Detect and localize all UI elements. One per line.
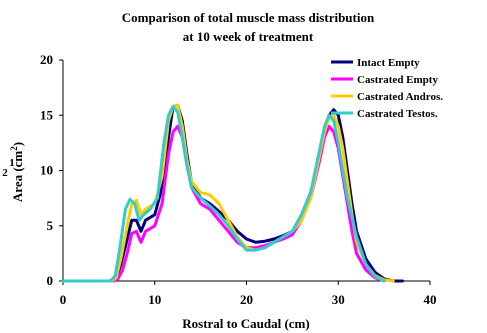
x-tick-label: 30 (332, 292, 345, 307)
y-axis-label: Area (cm2) (9, 142, 25, 202)
y-axis-label-superscript: 2 (9, 146, 19, 151)
x-ticks: 0 10 20 30 40 (60, 281, 437, 307)
series-line-1 (61, 103, 404, 283)
chart-title-line1: Comparison of total muscle mass distribu… (122, 10, 375, 25)
y-tick-label: 0 (47, 273, 54, 288)
chart-subtitle: at 10 week of treatment (183, 29, 314, 44)
x-axis-label: Rostral to Caudal (cm) (182, 316, 309, 331)
svg-text:Area (cm2): Area (cm2) (9, 142, 25, 202)
y-tick-label: 10 (40, 163, 53, 178)
x-tick-label: 10 (148, 292, 161, 307)
legend-label: Castrated Andros. (357, 91, 443, 103)
stray-char-1: 1 (9, 157, 15, 169)
y-axis-label-text: Area (cm (10, 151, 25, 203)
series-line-3 (61, 103, 395, 283)
y-tick-label: 5 (47, 218, 54, 233)
series-line-4 (61, 104, 386, 283)
y-ticks: 0 5 10 15 20 (40, 52, 63, 288)
series-line-2 (61, 124, 386, 283)
y-tick-label: 15 (40, 107, 54, 122)
x-tick-label: 40 (424, 292, 437, 307)
legend-label: Castrated Testos. (357, 108, 438, 120)
chart-title: Comparison of total muscle mass distribu… (122, 10, 375, 44)
legend-label: Castrated Empty (357, 74, 438, 86)
x-tick-label: 0 (60, 292, 67, 307)
legend: Intact Empty Castrated Empty Castrated And… (331, 57, 443, 120)
x-tick-label: 20 (240, 292, 253, 307)
legend-label: Intact Empty (357, 57, 420, 69)
stray-char-2: 2 (2, 167, 8, 179)
series-lines (61, 103, 404, 283)
y-axis-label-close: ) (10, 142, 25, 146)
y-tick-label: 20 (40, 52, 53, 67)
